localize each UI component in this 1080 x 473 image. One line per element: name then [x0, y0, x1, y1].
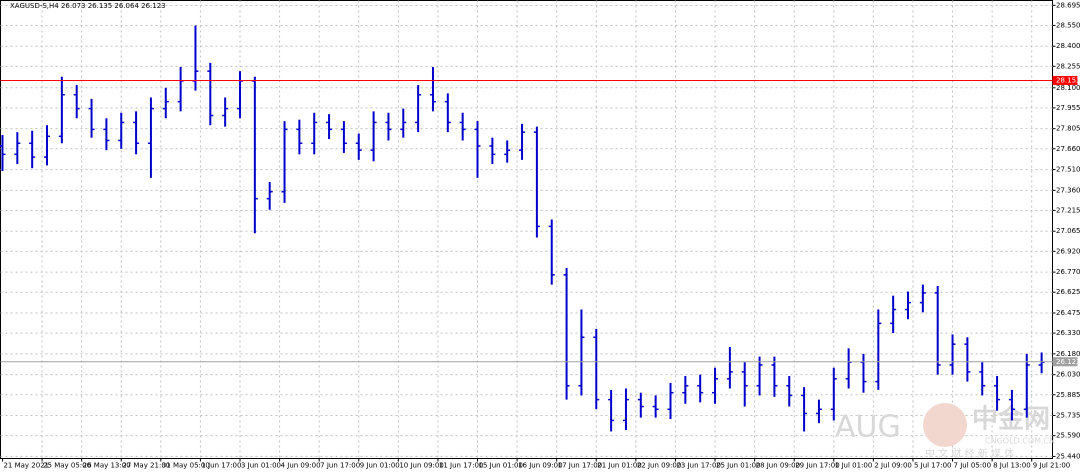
x-tick-label: 11 Jun 17:00	[439, 462, 483, 470]
y-tick-label: 26.030	[1056, 371, 1080, 379]
y-tick-label: 26.770	[1056, 268, 1080, 276]
y-tick-label: 27.215	[1056, 206, 1080, 214]
x-tick-label: 17 Jun 17:00	[558, 462, 602, 470]
y-tick-label: 27.065	[1056, 227, 1080, 235]
plot-frame	[0, 0, 1053, 459]
watermark-domain: CNGOLD.COM.CN	[985, 437, 1055, 446]
x-tick-label: 22 Jun 09:00	[637, 462, 681, 470]
x-tick-label: 10 Jun 09:00	[399, 462, 443, 470]
x-tick-label: 7 Jul 05:00	[954, 462, 992, 470]
x-tick-label: 25 Jun 01:00	[716, 462, 760, 470]
y-tick-label: 28.400	[1056, 42, 1080, 50]
chart-title: XAGUSD-S,H4 26.073 26.135 26.064 26.123	[10, 2, 166, 10]
x-tick-label: 26 May 13:00	[83, 462, 131, 470]
x-tick-label: 5 Jul 17:00	[914, 462, 952, 470]
x-tick-label: 16 Jun 09:00	[518, 462, 562, 470]
watermark-logo	[923, 403, 967, 447]
x-tick-label: 29 Jun 17:00	[795, 462, 839, 470]
y-tick-label: 28.100	[1056, 84, 1080, 92]
price-label: 26.123	[1056, 358, 1080, 366]
price-label-box	[1052, 75, 1078, 85]
y-tick-label: 26.475	[1056, 309, 1080, 317]
x-tick-label: 7 Jun 17:00	[320, 462, 360, 470]
x-tick-label: 21 May 2021	[3, 462, 49, 470]
x-tick-label: 27 May 21:00	[122, 462, 170, 470]
x-tick-label: 3 Jun 01:00	[241, 462, 281, 470]
x-tick-label: 4 Jun 09:00	[281, 462, 321, 470]
y-tick-label: 27.510	[1056, 166, 1080, 174]
bars	[0, 25, 1045, 432]
y-tick-label: 26.330	[1056, 329, 1080, 337]
x-tick-label: 23 Jun 17:00	[676, 462, 720, 470]
x-tick-label: 8 Jul 13:00	[993, 462, 1031, 470]
x-tick-label: 21 Jun 01:00	[597, 462, 641, 470]
x-tick-label: 9 Jun 01:00	[360, 462, 400, 470]
y-tick-label: 27.805	[1056, 125, 1080, 133]
y-tick-label: 27.955	[1056, 104, 1080, 112]
grid	[0, 0, 1053, 459]
x-tick-label: 1 Jun 17:00	[201, 462, 241, 470]
y-tick-label: 28.550	[1056, 21, 1080, 29]
y-tick-label: 25.440	[1056, 452, 1080, 460]
y-tick-label: 28.255	[1056, 62, 1080, 70]
x-tick-label: 9 Jul 21:00	[1033, 462, 1071, 470]
price-label-box	[1052, 357, 1078, 367]
y-tick-label: 27.660	[1056, 145, 1080, 153]
x-tick-label: 25 May 05:00	[43, 462, 91, 470]
price-label: 28.153	[1056, 76, 1080, 84]
watermark-slogan: 中 文 财 经 新 媒 体	[925, 447, 1014, 460]
x-tick-label: 31 May 05:00	[162, 462, 210, 470]
y-tick-label: 26.180	[1056, 350, 1080, 358]
y-tick-label: 25.885	[1056, 391, 1080, 399]
y-tick-label: 26.920	[1056, 247, 1080, 255]
y-tick-label: 28.695	[1056, 1, 1080, 9]
x-tick-label: 15 Jun 01:00	[479, 462, 523, 470]
x-tick-label: 2 Jul 09:00	[874, 462, 912, 470]
watermark-brand: AUG	[835, 410, 901, 445]
y-tick-label: 25.735	[1056, 412, 1080, 420]
x-tick-label: 28 Jun 09:00	[756, 462, 800, 470]
y-tick-label: 26.625	[1056, 288, 1080, 296]
y-tick-label: 25.590	[1056, 432, 1080, 440]
y-tick-label: 27.360	[1056, 186, 1080, 194]
watermark: AUG 中金网 CNGOLD.COM.CN 中 文 财 经 新 媒 体	[835, 403, 1055, 460]
x-tick-label: 1 Jul 01:00	[835, 462, 873, 470]
